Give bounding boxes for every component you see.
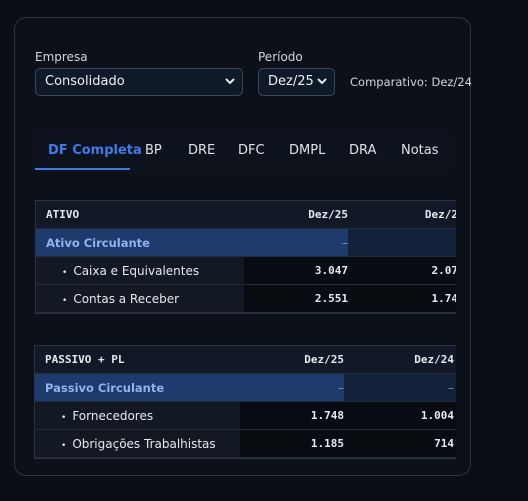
tab-bar: DF Completa BP DRE DFC DMPL DRA Notas xyxy=(35,130,450,170)
bullet: • xyxy=(61,413,67,423)
label-bg xyxy=(36,257,244,284)
comparativo: Comparativo: Dez/24 xyxy=(350,75,472,89)
select[interactable]: Dez/25 xyxy=(258,68,335,96)
tab[interactable]: Notas xyxy=(401,143,439,158)
row-label: • Caixa e Equivalentes xyxy=(62,257,199,284)
tab-indicator xyxy=(35,168,130,170)
group-label: Ativo Circulante xyxy=(46,236,150,250)
row-text: Fornecedores xyxy=(72,409,154,423)
tab[interactable]: DFC xyxy=(238,143,265,158)
group-row: Ativo Circulante – xyxy=(36,229,456,257)
bullet: • xyxy=(62,268,68,278)
header-cell: Dez/25 xyxy=(308,208,348,221)
group-row: Passivo Circulante – – xyxy=(35,374,456,402)
label-bg xyxy=(36,285,244,312)
group-band xyxy=(36,229,348,256)
label: Empresa xyxy=(35,50,88,64)
row-text: Caixa e Equivalentes xyxy=(73,264,200,278)
group-value: – xyxy=(448,381,454,395)
data-row: • Obrigações Trabalhistas 1.185 714 xyxy=(35,430,456,458)
header-cell: Dez/25 xyxy=(304,353,344,366)
data-row: • Fornecedores 1.748 1.004 xyxy=(35,402,456,430)
data-row: • Caixa e Equivalentes 3.047 2.07 xyxy=(36,257,456,285)
row-label: • Fornecedores xyxy=(61,402,153,429)
row-text: Obrigações Trabalhistas xyxy=(72,437,216,451)
row-label: • Obrigações Trabalhistas xyxy=(61,430,216,457)
tab[interactable]: DMPL xyxy=(289,143,326,158)
header-cell: ATIVO xyxy=(46,208,80,221)
tab[interactable]: BP xyxy=(145,143,162,158)
header-row: ATIVO Dez/25 Dez/2 xyxy=(36,201,456,229)
value: 1.185 xyxy=(310,437,344,450)
select-value: Dez/25 xyxy=(268,74,314,89)
label-bg xyxy=(35,402,240,429)
header-cell: PASSIVO + PL xyxy=(45,353,125,366)
chevron xyxy=(317,78,327,85)
value: 3.047 xyxy=(314,264,348,277)
data-row: • Contas a Receber 2.551 1.74 xyxy=(36,285,456,313)
row-text: Contas a Receber xyxy=(73,292,180,306)
select-value: Consolidado xyxy=(45,74,125,89)
row-label: • Contas a Receber xyxy=(62,285,179,312)
value: 714 xyxy=(434,437,454,450)
bullet: • xyxy=(61,441,67,451)
bullet: • xyxy=(62,296,68,306)
group-label: Passivo Circulante xyxy=(45,381,165,395)
header-cell: Dez/24 xyxy=(414,353,454,366)
group-band xyxy=(35,374,344,401)
header-cell: Dez/2 xyxy=(424,208,456,221)
group-value: – xyxy=(342,236,348,250)
value: 2.551 xyxy=(314,292,348,305)
tab[interactable]: DF Completa xyxy=(48,143,142,158)
tab[interactable]: DRE xyxy=(188,143,216,158)
table: PASSIVO + PL Dez/25 Dez/24 Passivo Circulan… xyxy=(34,345,456,459)
label: Período xyxy=(258,50,303,64)
value: 1.74 xyxy=(431,292,457,305)
value: 1.004 xyxy=(420,409,454,422)
header-row: PASSIVO + PL Dez/25 Dez/24 xyxy=(35,346,456,374)
value: 1.748 xyxy=(310,409,344,422)
value: 2.07 xyxy=(431,264,457,277)
group-value: – xyxy=(338,381,344,395)
table: ATIVO Dez/25 Dez/2 Ativo Circulante – • Caixa … xyxy=(35,200,456,314)
label-bg xyxy=(35,430,240,457)
select[interactable]: Consolidado xyxy=(35,68,243,96)
chevron xyxy=(225,78,235,85)
tab[interactable]: DRA xyxy=(349,143,377,158)
